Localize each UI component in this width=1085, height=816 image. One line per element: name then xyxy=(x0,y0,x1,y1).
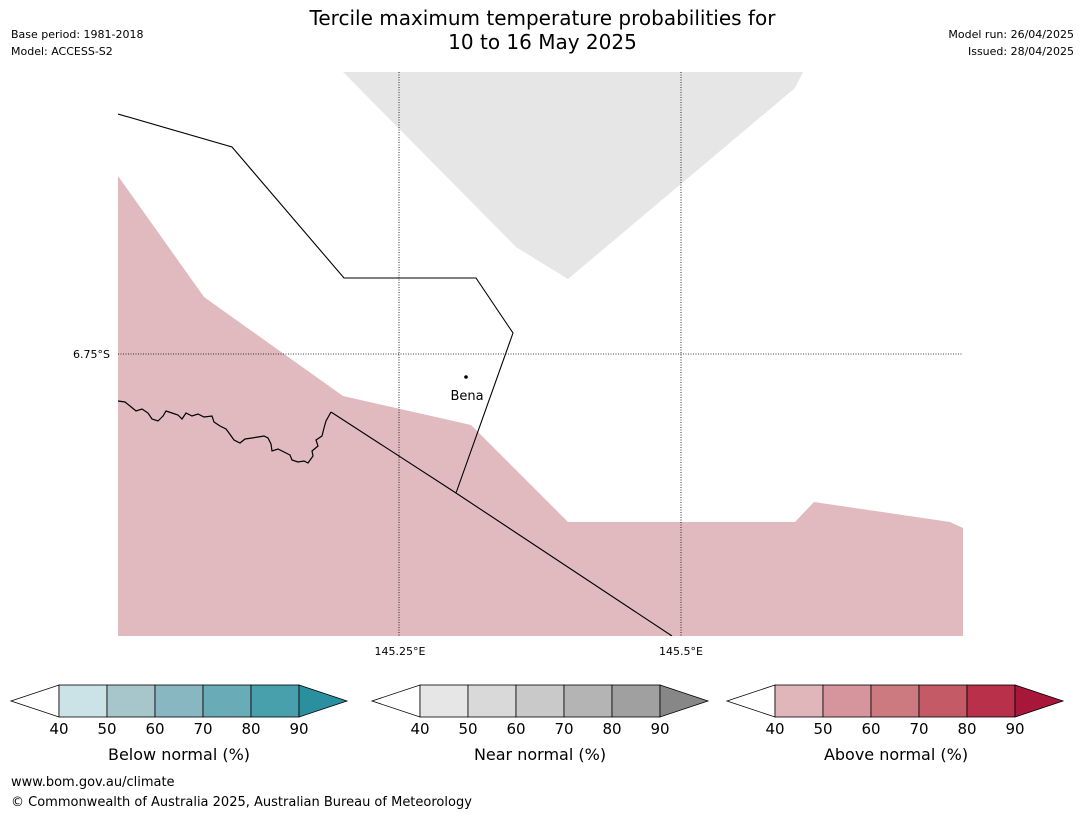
map-panel xyxy=(118,72,963,636)
colorbar-segment xyxy=(563,684,613,718)
colorbar-segment xyxy=(58,684,108,718)
longitude-label: 145.5°E xyxy=(659,645,703,658)
colorbar-segment xyxy=(918,684,968,718)
colorbar-segment xyxy=(250,684,300,718)
longitude-label: 145.25°E xyxy=(375,645,426,658)
footer-copyright: © Commonwealth of Australia 2025, Austra… xyxy=(11,795,472,810)
base-period: Base period: 1981-2018 xyxy=(11,28,144,41)
colorbar-tick-label: 90 xyxy=(1005,720,1024,738)
colorbar-tick-label: 80 xyxy=(602,720,621,738)
colorbar-tick-label: 90 xyxy=(289,720,308,738)
colorbar-tick-label: 70 xyxy=(554,720,573,738)
colorbar-lower-extension xyxy=(370,684,421,718)
colorbar-segment xyxy=(611,684,661,718)
map-title-line2: 10 to 16 May 2025 xyxy=(448,30,637,54)
province-boundary xyxy=(330,411,673,636)
meta-right: Model run: 26/04/2025 Issued: 28/04/2025 xyxy=(948,26,1074,60)
colorbar-segment xyxy=(870,684,920,718)
colorbar-segment xyxy=(822,684,872,718)
issued-date: Issued: 28/04/2025 xyxy=(967,45,1074,58)
below-normal-colorbar-label: Below normal (%) xyxy=(107,745,251,764)
colorbar-tick-label: 40 xyxy=(410,720,429,738)
colorbar-lower-extension xyxy=(9,684,60,718)
place-label: Bena xyxy=(450,389,483,404)
colorbar-tick-label: 40 xyxy=(765,720,784,738)
colorbar-tick-label: 70 xyxy=(193,720,212,738)
province-boundary xyxy=(118,113,514,494)
colorbar-upper-extension xyxy=(298,684,349,718)
below-normal-colorbar: 40 50 60 70 80 90 xyxy=(9,684,349,738)
colorbar-tick-label: 60 xyxy=(145,720,164,738)
colorbar-segment xyxy=(467,684,517,718)
colorbar-legends: 40 50 60 70 80 90 40 50 60 70 80 90 40 50 60 70 80 90 xyxy=(9,684,1065,738)
near-normal-colorbar-label: Near normal (%) xyxy=(473,745,607,764)
colorbar-tick-label: 90 xyxy=(650,720,669,738)
above-normal-shaded-region xyxy=(118,176,963,636)
colorbar-tick-label: 60 xyxy=(861,720,880,738)
map-title-line1: Tercile maximum temperature probabilitie… xyxy=(309,6,776,30)
meta-left: Base period: 1981-2018 Model: ACCESS-S2 xyxy=(11,26,143,60)
colorbar-segment xyxy=(515,684,565,718)
colorbar-lower-extension xyxy=(725,684,776,718)
river-line xyxy=(118,400,332,464)
colorbar-segment xyxy=(419,684,469,718)
near-normal-colorbar: 40 50 60 70 80 90 xyxy=(370,684,710,738)
colorbar-tick-label: 50 xyxy=(97,720,116,738)
colorbar-tick-label: 60 xyxy=(506,720,525,738)
colorbar-upper-extension xyxy=(1014,684,1065,718)
colorbar-segment xyxy=(774,684,824,718)
above-normal-colorbar-label: Above normal (%) xyxy=(823,745,969,764)
colorbar-segment xyxy=(202,684,252,718)
colorbar-segment xyxy=(154,684,204,718)
place-marker-dot xyxy=(464,375,468,379)
colorbar-segment xyxy=(966,684,1016,718)
map-title: Tercile maximum temperature probabilitie… xyxy=(0,6,1085,54)
model-run: Model run: 26/04/2025 xyxy=(948,28,1074,41)
model-name: Model: ACCESS-S2 xyxy=(11,45,113,58)
colorbar-tick-label: 70 xyxy=(909,720,928,738)
latitude-label: 6.75°S xyxy=(73,348,110,361)
colorbar-tick-label: 80 xyxy=(241,720,260,738)
above-normal-colorbar: 40 50 60 70 80 90 xyxy=(725,684,1065,738)
near-normal-shaded-region xyxy=(343,72,803,279)
colorbar-tick-label: 50 xyxy=(458,720,477,738)
colorbar-tick-label: 40 xyxy=(49,720,68,738)
colorbar-tick-label: 80 xyxy=(957,720,976,738)
colorbar-segment xyxy=(106,684,156,718)
footer-url[interactable]: www.bom.gov.au/climate xyxy=(11,775,175,790)
colorbar-upper-extension xyxy=(659,684,710,718)
colorbar-tick-label: 50 xyxy=(813,720,832,738)
